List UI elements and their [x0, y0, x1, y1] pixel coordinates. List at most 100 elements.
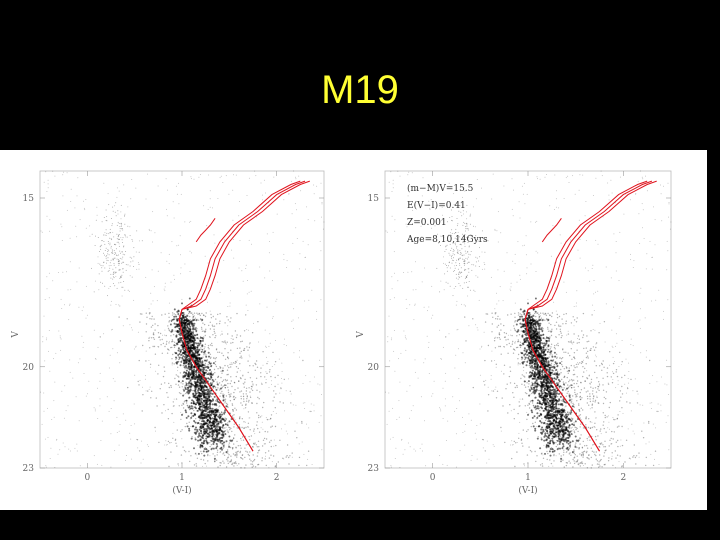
star-point — [250, 460, 252, 462]
star-point — [292, 319, 294, 321]
star-point — [232, 447, 234, 449]
star-point — [149, 386, 151, 388]
star-point — [217, 438, 220, 441]
star-point — [311, 464, 313, 465]
star-point — [222, 460, 224, 462]
star-point — [228, 366, 230, 369]
star-point — [105, 229, 107, 231]
star-point — [196, 312, 198, 314]
star-point — [283, 378, 285, 381]
star-point — [183, 327, 185, 329]
star-point — [155, 397, 157, 399]
star-point — [81, 310, 83, 312]
star-point — [224, 427, 226, 429]
star-point — [241, 418, 243, 420]
star-point — [567, 442, 570, 445]
x-tick-label: 1 — [179, 473, 185, 483]
star-point — [201, 418, 203, 420]
star-point — [213, 330, 215, 333]
star-point — [111, 239, 113, 241]
star-point — [46, 337, 48, 339]
star-point — [197, 444, 199, 446]
star-point — [245, 400, 248, 402]
star-point — [167, 327, 170, 330]
star-point — [548, 392, 551, 395]
star-point — [112, 276, 114, 278]
star-point — [545, 339, 548, 342]
star-point — [267, 431, 269, 433]
star-point — [108, 410, 110, 412]
star-point — [137, 447, 139, 449]
star-point — [240, 456, 242, 459]
star-point — [269, 342, 271, 344]
star-point — [229, 363, 231, 366]
star-point — [173, 274, 175, 276]
star-point — [538, 376, 541, 379]
star-point — [48, 297, 50, 299]
star-point — [194, 328, 196, 330]
star-point — [227, 452, 229, 454]
star-point — [183, 324, 186, 326]
star-point — [202, 442, 205, 445]
star-point — [533, 338, 536, 341]
star-point — [151, 318, 153, 320]
star-point — [112, 348, 114, 350]
star-point — [241, 454, 243, 456]
star-point — [519, 315, 522, 318]
star-point — [183, 389, 186, 392]
star-point — [97, 237, 99, 238]
star-point — [174, 377, 176, 380]
star-point — [252, 465, 255, 467]
star-point — [215, 429, 217, 431]
star-point — [546, 432, 549, 435]
star-point — [183, 364, 185, 366]
star-point — [226, 449, 229, 451]
star-point — [216, 445, 219, 448]
star-point — [103, 252, 104, 254]
star-point — [548, 339, 550, 342]
star-point — [534, 310, 537, 313]
star-point — [68, 319, 70, 321]
star-point — [243, 421, 245, 423]
star-point — [173, 217, 175, 219]
star-point — [249, 356, 251, 358]
star-point — [234, 389, 236, 391]
star-point — [113, 257, 115, 259]
star-point — [244, 381, 246, 383]
star-point — [244, 456, 246, 459]
star-point — [235, 174, 237, 176]
star-point — [557, 403, 560, 406]
star-point — [218, 389, 221, 391]
star-point — [240, 437, 242, 440]
star-point — [555, 378, 558, 381]
star-point — [202, 465, 204, 467]
star-point — [225, 395, 228, 397]
star-point — [185, 336, 188, 339]
star-point — [246, 329, 248, 330]
star-point — [262, 406, 264, 409]
star-point — [188, 346, 190, 348]
star-point — [202, 420, 205, 423]
star-point — [214, 360, 217, 363]
star-point — [142, 394, 144, 396]
star-point — [568, 424, 571, 427]
star-point — [195, 363, 198, 366]
star-point — [189, 319, 192, 321]
star-point — [85, 227, 87, 229]
star-point — [190, 336, 193, 339]
star-point — [180, 392, 182, 395]
star-point — [287, 433, 289, 435]
star-point — [201, 402, 204, 405]
star-point — [183, 366, 186, 369]
star-field — [385, 170, 672, 469]
star-point — [118, 262, 120, 264]
star-point — [173, 313, 175, 315]
star-point — [193, 359, 196, 361]
star-point — [194, 403, 197, 406]
star-point — [180, 418, 182, 421]
star-point — [199, 336, 202, 339]
star-point — [214, 460, 216, 463]
star-point — [257, 440, 260, 442]
star-point — [239, 370, 241, 372]
star-point — [116, 241, 118, 243]
